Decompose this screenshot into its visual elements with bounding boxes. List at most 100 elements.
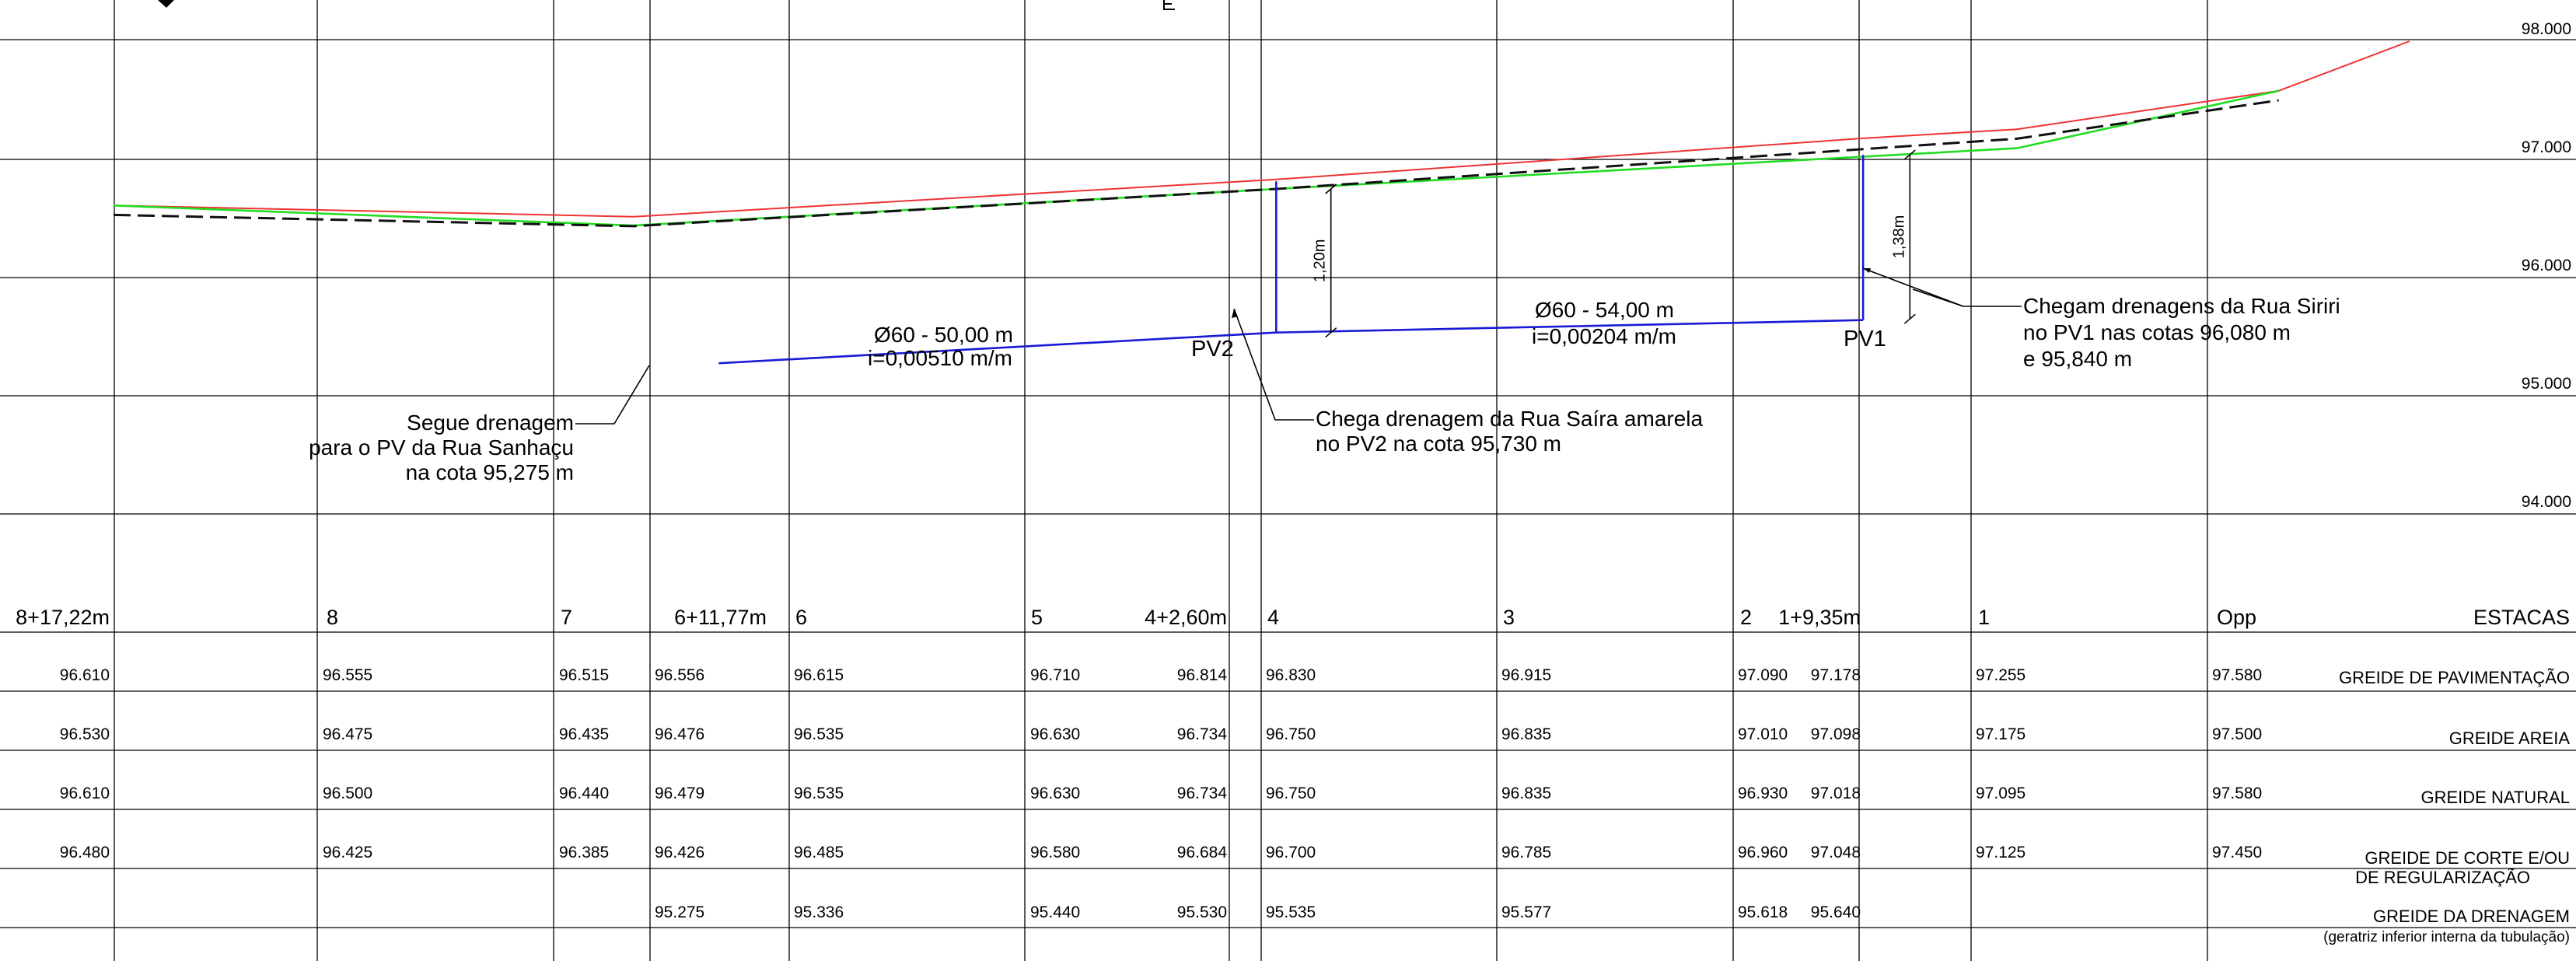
table-cell: 96.700 [1266, 844, 1316, 861]
table-cell: 97.125 [1976, 844, 2025, 861]
table-cell: 97.018 [1811, 785, 1861, 802]
table-cell: 97.095 [1976, 785, 2025, 802]
table-cell: 96.750 [1266, 785, 1316, 802]
table-cell: 96.930 [1738, 785, 1788, 802]
station-name: 1 [1978, 606, 1990, 629]
pv1-label: PV1 [1844, 327, 1886, 351]
station-name: Opp [2217, 606, 2256, 629]
table-cell: 97.255 [1976, 666, 2025, 684]
table-cell: 96.830 [1266, 666, 1316, 684]
table-cell: 95.440 [1030, 903, 1080, 921]
elevation-label: 96.000 [2522, 257, 2571, 274]
table-cell: 96.479 [655, 785, 704, 802]
table-cell: 96.785 [1501, 844, 1551, 861]
station-name: 1+9,35m [1778, 606, 1861, 629]
segment-diameter-length: Ø60 - 54,00 m [1535, 298, 1674, 322]
segment-diameter-length: Ø60 - 50,00 m [874, 323, 1013, 347]
table-cell: 97.090 [1738, 666, 1788, 684]
leader-line [1912, 288, 1964, 307]
table-value-rows: 96.610 96.555 96.515 96.556 96.615 96.710 96.8… [60, 666, 2262, 921]
table-cell: 96.960 [1738, 844, 1788, 861]
table-cell: 96.734 [1177, 785, 1228, 802]
table-cell: 95.640 [1811, 903, 1861, 921]
dimension-pv1: 1,38m [1890, 149, 1916, 324]
areia-profile-line [113, 99, 2279, 228]
station-name: 3 [1503, 606, 1515, 629]
table-cell: 96.615 [794, 666, 844, 684]
row-label-estacas: ESTACAS [2473, 606, 2570, 629]
dimension-pv2: 1,20m [1312, 183, 1337, 338]
annotation-chega: Chega drenagem da Rua Saíra amarela no P… [1232, 308, 1704, 456]
row-label-natural: GREIDE NATURAL [2420, 788, 2570, 807]
station-verticals [114, 0, 2208, 961]
table-cell: 96.425 [323, 844, 372, 861]
table-cell: 96.435 [559, 725, 609, 743]
depth-dimensions: 1,20m 1,38m [1312, 149, 1916, 338]
table-cell: 96.475 [323, 725, 372, 743]
station-name: 5 [1031, 606, 1043, 629]
table-cell: 95.275 [655, 903, 704, 921]
table-cell: 96.555 [323, 666, 372, 684]
cropped-text-fragment [1163, 0, 1175, 10]
cropped-symbol-fragment [158, 0, 174, 8]
table-cell: 96.814 [1177, 666, 1228, 684]
table-cell: 96.610 [60, 666, 110, 684]
station-name: 6 [795, 606, 807, 629]
table-cell: 96.440 [559, 785, 609, 802]
annotation-line: e 95,840 m [2023, 347, 2132, 371]
leader-arrow [1863, 268, 1871, 273]
segment-slope: i=0,00204 m/m [1532, 324, 1676, 348]
table-cell: 96.710 [1030, 666, 1080, 684]
table-cell: 96.385 [559, 844, 609, 861]
stations-row: 8+17,22m 8 7 6+11,77m 6 5 4+2,60m 4 3 2 … [16, 606, 2570, 629]
row-label-pavimentacao: GREIDE DE PAVIMENTAÇÃO [2339, 668, 2570, 687]
annotation-line: para o PV da Rua Sanhaçu [309, 435, 574, 460]
dimension-label-pv2: 1,20m [1312, 239, 1329, 283]
annotation-line: no PV1 nas cotas 96,080 m [2023, 320, 2291, 344]
table-cell: 96.476 [655, 725, 704, 743]
station-name: 4+2,60m [1145, 606, 1227, 629]
station-name: 7 [561, 606, 572, 629]
leader-line [1862, 267, 2022, 307]
annotation-line: no PV2 na cota 95,730 m [1316, 432, 1561, 456]
elevation-label: 94.000 [2522, 493, 2571, 511]
dimension-tick [1903, 313, 1916, 324]
table-cell: 95.336 [794, 903, 844, 921]
station-name: 6+11,77m [674, 606, 767, 629]
table-rules [0, 631, 2576, 928]
annotation-line: Segue drenagem [407, 411, 574, 435]
table-cell: 96.915 [1501, 666, 1551, 684]
segment-slope: i=0,00510 m/m [868, 346, 1012, 370]
table-cell: 95.530 [1177, 903, 1227, 921]
annotation-segue: Segue drenagem para o PV da Rua Sanhaçu … [309, 365, 650, 484]
dimension-tick [1325, 327, 1337, 338]
annotation-chegam: Chegam drenagens da Rua Siriri no PV1 na… [1862, 267, 2340, 371]
table-cell: 96.734 [1177, 725, 1228, 743]
table-cell: 96.556 [655, 666, 704, 684]
table-cell: 97.500 [2212, 725, 2262, 743]
elevation-label: 95.000 [2522, 375, 2571, 393]
table-cell: 97.178 [1811, 666, 1861, 684]
table-cell: 96.630 [1030, 785, 1080, 802]
leader-line [1233, 308, 1314, 421]
row-label-corte: GREIDE DE CORTE E/OU [2365, 848, 2570, 868]
pv2-label: PV2 [1191, 337, 1234, 362]
elevation-gridlines [0, 39, 2576, 515]
table-cell: 96.750 [1266, 725, 1316, 743]
table-cell: 96.535 [794, 785, 844, 802]
table-cell: 97.580 [2212, 666, 2262, 684]
annotation-line: na cota 95,275 m [406, 460, 574, 484]
leader-arrow [1232, 309, 1238, 318]
dimension-tick [1325, 183, 1337, 194]
natural-terrain-profile-line [113, 89, 2279, 227]
leader-line [575, 365, 650, 425]
table-cell: 96.630 [1030, 725, 1080, 743]
row-label-areia: GREIDE AREIA [2449, 729, 2571, 748]
dimension-label-pv1: 1,38m [1890, 215, 1907, 259]
profile-lines [113, 40, 2410, 365]
station-name: 2 [1740, 606, 1752, 629]
table-cell: 96.500 [323, 785, 372, 802]
table-cell: 96.530 [60, 725, 110, 743]
table-cell: 96.835 [1501, 725, 1551, 743]
table-cell: 97.580 [2212, 785, 2262, 802]
